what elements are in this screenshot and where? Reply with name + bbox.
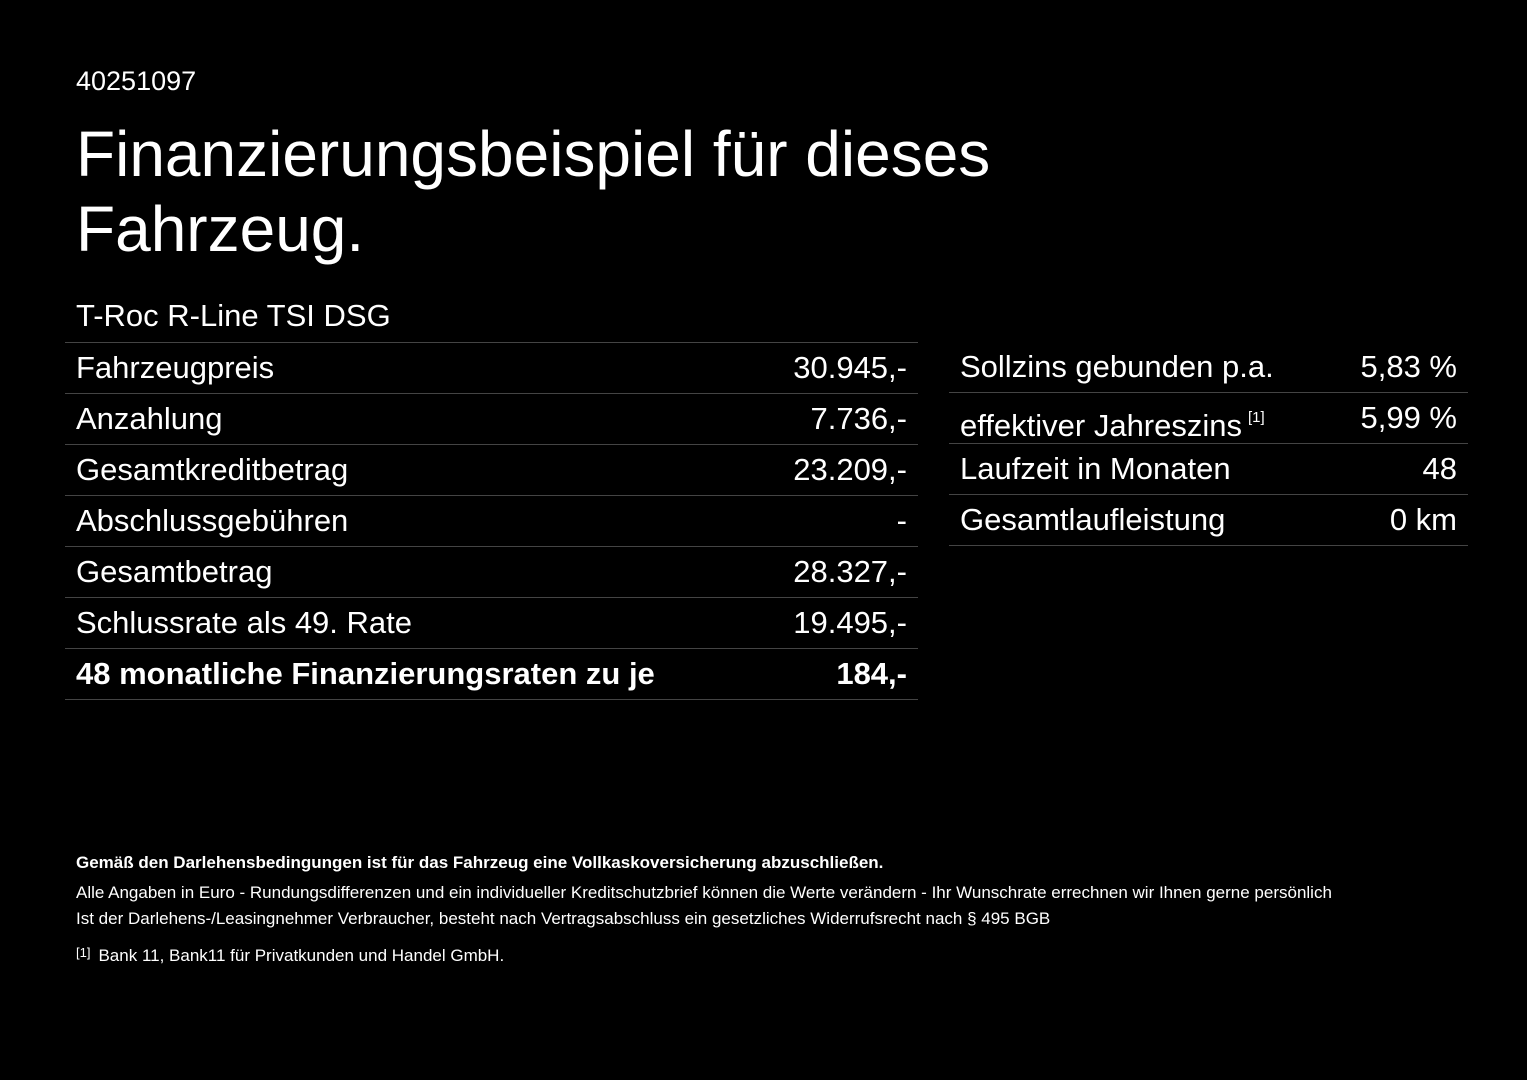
- table-row: effektiver Jahreszins [1] 5,99 %: [949, 393, 1468, 444]
- row-label: Abschlussgebühren: [76, 503, 349, 538]
- row-label: Gesamtbetrag: [76, 554, 273, 589]
- table-row: Gesamtkreditbetrag 23.209,-: [65, 445, 918, 496]
- table-row: Sollzins gebunden p.a. 5,83 %: [949, 342, 1468, 393]
- footnote-text: Bank 11, Bank11 für Privatkunden und Han…: [98, 946, 505, 965]
- row-label: Schlussrate als 49. Rate: [76, 605, 413, 640]
- footnote-marker: [1]: [1248, 409, 1265, 426]
- footer-line: Ist der Darlehens-/Leasingnehmer Verbrau…: [76, 909, 1051, 928]
- footnote: [1] Bank 11, Bank11 für Privatkunden und …: [76, 945, 504, 966]
- row-value: 30.945,-: [793, 350, 907, 385]
- table-row: Abschlussgebühren -: [65, 496, 918, 547]
- footnote-marker: [1]: [76, 945, 91, 960]
- row-label: Gesamtkreditbetrag: [76, 452, 349, 487]
- row-label: Anzahlung: [76, 401, 223, 436]
- row-value: 0 km: [1389, 502, 1457, 537]
- row-value: 7.736,-: [810, 401, 907, 436]
- row-value: 48: [1422, 451, 1457, 486]
- row-value: 5,99 %: [1360, 400, 1457, 435]
- row-value: 28.327,-: [793, 554, 907, 589]
- row-label: Fahrzeugpreis: [76, 350, 275, 385]
- insurance-notice: Gemäß den Darlehensbedingungen ist für d…: [76, 853, 884, 872]
- table-row: Schlussrate als 49. Rate 19.495,-: [65, 598, 918, 649]
- rate-table: Sollzins gebunden p.a. 5,83 % effektiver J…: [949, 342, 1468, 546]
- table-row: Gesamtbetrag 28.327,-: [65, 547, 918, 598]
- model-name: T-Roc R-Line TSI DSG: [76, 298, 391, 333]
- row-label: Laufzeit in Monaten: [960, 451, 1231, 486]
- row-value: 19.495,-: [793, 605, 907, 640]
- row-value: 5,83 %: [1360, 349, 1457, 384]
- table-row: Anzahlung 7.736,-: [65, 394, 918, 445]
- table-row: 48 monatliche Finanzierungsraten zu je 18…: [65, 649, 918, 700]
- vehicle-id: 40251097: [76, 66, 197, 96]
- row-label: Gesamtlaufleistung: [960, 502, 1226, 537]
- row-value: 184,-: [836, 656, 907, 691]
- finance-table: Fahrzeugpreis 30.945,- Anzahlung 7.736,- Ges…: [65, 342, 918, 700]
- table-row: Fahrzeugpreis 30.945,-: [65, 343, 918, 394]
- page-title: Finanzierungsbeispiel für dieses Fahrzeu…: [76, 118, 991, 265]
- table-row: Laufzeit in Monaten 48: [949, 444, 1468, 495]
- row-value: 23.209,-: [793, 452, 907, 487]
- row-label: effektiver Jahreszins [1]: [960, 408, 1265, 443]
- table-row: Gesamtlaufleistung 0 km: [949, 495, 1468, 546]
- row-label: Sollzins gebunden p.a.: [960, 349, 1274, 384]
- row-label: 48 monatliche Finanzierungsraten zu je: [76, 656, 655, 691]
- footer-line: Alle Angaben in Euro - Rundungsdifferenz…: [76, 883, 1332, 902]
- row-value: -: [896, 503, 907, 538]
